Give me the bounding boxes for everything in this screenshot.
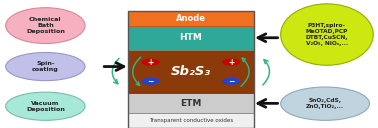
Ellipse shape (280, 4, 373, 65)
Ellipse shape (6, 92, 85, 120)
Text: HTM: HTM (180, 33, 202, 42)
Text: SnO₂,CdS,
ZnO,TiO₂,...: SnO₂,CdS, ZnO,TiO₂,... (306, 98, 344, 109)
Ellipse shape (280, 87, 369, 120)
Bar (128, 11, 254, 128)
Text: P3HT,spiro-
MeOTAD,PCP
DTBT,CuSCN,
V₂O₅, NiOₓ,...: P3HT,spiro- MeOTAD,PCP DTBT,CuSCN, V₂O₅,… (306, 23, 348, 46)
Bar (128, 50, 254, 93)
Text: −: − (147, 77, 154, 86)
Text: ETM: ETM (180, 99, 201, 108)
Ellipse shape (6, 52, 85, 81)
Text: Chemical
Bath
Deposition: Chemical Bath Deposition (26, 17, 65, 34)
Text: Spin-
coating: Spin- coating (32, 61, 59, 72)
Text: Anode: Anode (176, 14, 206, 23)
Bar (128, 93, 254, 113)
Text: Transparent conductive oxides: Transparent conductive oxides (149, 118, 233, 123)
Ellipse shape (6, 8, 85, 44)
Circle shape (142, 78, 159, 84)
Text: Sb₂S₃: Sb₂S₃ (171, 65, 211, 78)
Text: +: + (147, 58, 153, 67)
Bar (128, 11, 254, 26)
Circle shape (142, 59, 159, 65)
Bar (128, 113, 254, 128)
Circle shape (223, 59, 240, 65)
Text: +: + (228, 58, 234, 67)
Circle shape (223, 78, 240, 84)
Bar (128, 26, 254, 50)
Text: Vacuum
Deposition: Vacuum Deposition (26, 101, 65, 112)
Text: −: − (228, 77, 234, 86)
